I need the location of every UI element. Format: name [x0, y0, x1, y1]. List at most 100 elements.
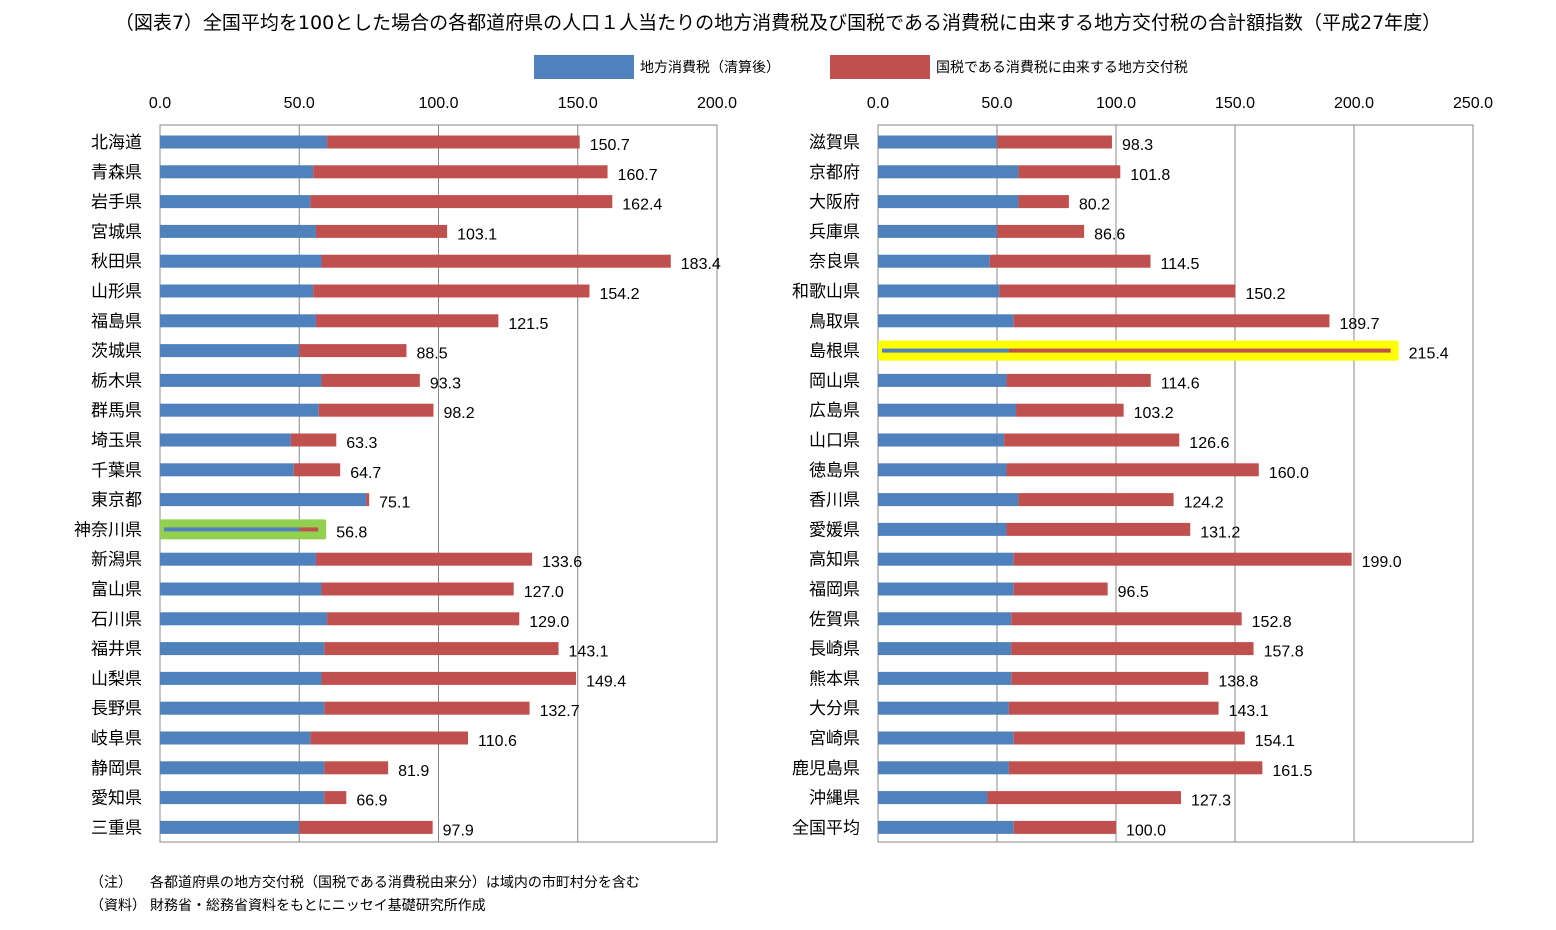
- bar-local-allocation-tax: [989, 254, 1151, 268]
- data-label: 75.1: [379, 495, 410, 512]
- data-label: 96.5: [1118, 584, 1149, 601]
- data-label: 88.5: [416, 346, 447, 363]
- bar-local-allocation-tax: [321, 582, 514, 596]
- category-label: 大分県: [809, 699, 860, 719]
- source-text: 財務省・総務省資料をもとにニッセイ基礎研究所作成: [150, 898, 486, 914]
- bar-local-consumption-tax: [160, 820, 300, 834]
- data-label: 126.6: [1189, 435, 1229, 452]
- category-label: 埼玉県: [91, 431, 142, 451]
- bar-local-allocation-tax: [1013, 582, 1108, 596]
- legend-item-local-consumption-tax: 地方消費税（清算後）: [534, 54, 780, 80]
- category-label: 愛媛県: [809, 520, 860, 540]
- bar-local-allocation-tax: [987, 791, 1181, 805]
- bar-local-allocation-tax: [1013, 314, 1330, 328]
- data-label: 114.5: [1161, 256, 1200, 273]
- category-label: 宮崎県: [809, 729, 860, 749]
- bar-local-consumption-tax: [160, 195, 311, 209]
- data-label: 133.6: [542, 554, 582, 571]
- bar-local-allocation-tax: [310, 731, 469, 745]
- x-tick-label: 100.0: [418, 95, 458, 112]
- bar-local-allocation-tax: [1013, 820, 1116, 834]
- category-label: 青森県: [91, 163, 142, 183]
- category-label: 全国平均: [792, 818, 860, 838]
- bar-local-allocation-tax: [315, 314, 499, 328]
- bar-local-consumption-tax: [878, 761, 1009, 775]
- bar-local-consumption-tax: [878, 224, 997, 238]
- category-label: 新潟県: [91, 550, 142, 570]
- category-label: 島根県: [809, 342, 860, 362]
- data-label: 138.8: [1218, 673, 1258, 690]
- bar-local-consumption-tax: [160, 552, 316, 566]
- x-tick-label: 0.0: [867, 95, 889, 112]
- x-tick-label: 50.0: [981, 95, 1012, 112]
- bar-local-consumption-tax: [160, 671, 322, 685]
- bar-local-allocation-tax: [1006, 373, 1151, 387]
- x-tick-label: 200.0: [1334, 95, 1374, 112]
- category-label: 秋田県: [91, 252, 142, 272]
- data-label: 127.3: [1191, 793, 1231, 810]
- bar-local-consumption-tax: [878, 373, 1007, 387]
- data-label: 97.9: [443, 822, 474, 839]
- bar-local-consumption-tax: [878, 731, 1014, 745]
- data-label: 160.0: [1269, 465, 1309, 482]
- bar-local-allocation-tax: [321, 671, 577, 685]
- legend-swatch-red: [830, 55, 930, 79]
- category-label: 千葉県: [91, 461, 142, 481]
- category-label: 和歌山県: [792, 282, 860, 302]
- bar-local-consumption-tax: [878, 284, 1000, 298]
- note-text: 各都道府県の地方交付税（国税である消費税由来分）は域内の市町村分を含む: [150, 875, 640, 891]
- category-label: 岐阜県: [91, 729, 142, 749]
- category-label: 大阪府: [809, 193, 860, 213]
- bar-local-consumption-tax: [882, 348, 1009, 353]
- data-label: 66.9: [356, 793, 387, 810]
- bar-local-consumption-tax: [160, 165, 314, 179]
- bar-local-consumption-tax: [160, 791, 325, 805]
- bar-local-consumption-tax: [164, 527, 300, 532]
- data-label: 98.3: [1122, 137, 1153, 154]
- bar-local-consumption-tax: [160, 403, 319, 417]
- category-label: 熊本県: [809, 669, 860, 689]
- bar-local-allocation-tax: [327, 135, 580, 149]
- bar-local-allocation-tax: [315, 552, 533, 566]
- bar-local-allocation-tax: [1004, 433, 1180, 447]
- bar-local-consumption-tax: [160, 761, 325, 775]
- data-label: 93.3: [430, 375, 461, 392]
- bar-local-allocation-tax: [290, 433, 337, 447]
- bar-local-consumption-tax: [160, 135, 328, 149]
- category-label: 鹿児島県: [792, 759, 860, 779]
- bar-local-allocation-tax: [318, 403, 434, 417]
- bar-local-consumption-tax: [878, 433, 1005, 447]
- bar-local-allocation-tax: [1018, 195, 1069, 209]
- category-label: 長崎県: [809, 640, 860, 660]
- bar-local-consumption-tax: [160, 314, 316, 328]
- data-label: 157.8: [1264, 644, 1304, 661]
- x-tick-label: 250.0: [1453, 95, 1493, 112]
- bar-local-consumption-tax: [160, 731, 311, 745]
- bar-local-consumption-tax: [160, 463, 294, 477]
- category-label: 北海道: [91, 133, 142, 153]
- data-label: 150.2: [1245, 286, 1285, 303]
- data-label: 86.6: [1094, 226, 1125, 243]
- bar-local-consumption-tax: [160, 433, 291, 447]
- category-label: 石川県: [91, 610, 142, 630]
- bar-local-allocation-tax: [997, 224, 1085, 238]
- bar-local-allocation-tax: [999, 284, 1236, 298]
- bar-local-allocation-tax: [1008, 761, 1263, 775]
- x-tick-label: 0.0: [149, 95, 171, 112]
- data-label: 160.7: [618, 167, 658, 184]
- category-label: 奈良県: [809, 252, 860, 272]
- category-label: 宮城県: [91, 222, 142, 242]
- bar-local-consumption-tax: [160, 254, 322, 268]
- bar-local-allocation-tax: [1011, 671, 1209, 685]
- data-label: 56.8: [336, 524, 367, 541]
- category-label: 山口県: [809, 431, 860, 451]
- note-row: （注） 各都道府県の地方交付税（国税である消費税由来分）は域内の市町村分を含む: [90, 872, 640, 895]
- bar-local-consumption-tax: [878, 820, 1014, 834]
- data-label: 154.1: [1255, 733, 1295, 750]
- data-label: 110.6: [478, 733, 517, 750]
- chart-title: （図表7）全国平均を100とした場合の各都道府県の人口１人当たりの地方消費税及び…: [114, 12, 1442, 34]
- x-tick-label: 200.0: [697, 95, 737, 112]
- data-label: 215.4: [1409, 346, 1449, 363]
- legend-label: 地方消費税（清算後）: [640, 60, 780, 76]
- data-label: 199.0: [1362, 554, 1402, 571]
